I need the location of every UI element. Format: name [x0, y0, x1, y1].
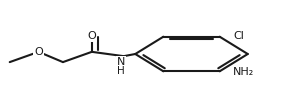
Text: H: H: [117, 66, 125, 76]
Text: O: O: [34, 47, 43, 57]
Text: NH₂: NH₂: [233, 67, 254, 77]
Text: Cl: Cl: [233, 31, 244, 41]
Text: N: N: [116, 57, 125, 67]
Text: O: O: [88, 31, 96, 41]
